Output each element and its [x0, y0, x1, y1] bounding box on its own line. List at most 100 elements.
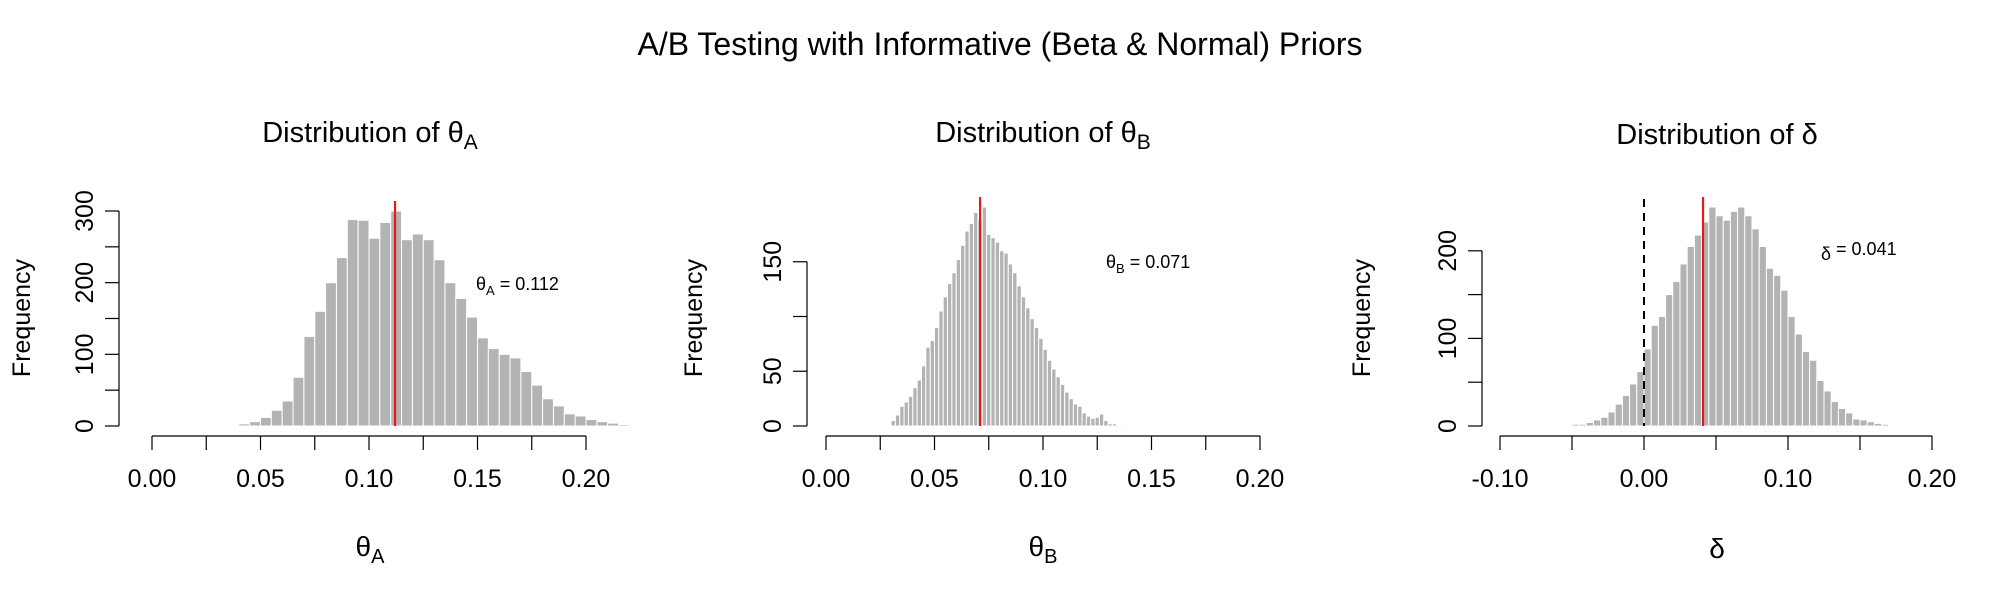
histogram-bar [1773, 274, 1782, 427]
histogram-bar [477, 337, 489, 427]
x-tick-label: 0.20 [1908, 465, 1957, 493]
histogram-bar [498, 353, 511, 427]
histogram-bar [260, 416, 272, 427]
histogram-bar [920, 365, 927, 427]
histogram-bar [270, 409, 283, 427]
histogram-bar [899, 405, 905, 427]
histogram-bar [1571, 423, 1580, 427]
histogram-bar [1672, 280, 1681, 427]
histogram-bar [1020, 296, 1027, 427]
histogram-bar [574, 415, 587, 427]
histogram-bar [903, 401, 909, 427]
panel-title-main: Distribution of δ [1616, 119, 1818, 151]
x-tick-label: 0.00 [802, 465, 851, 493]
mean-annotation-value: = 0.071 [1125, 252, 1191, 272]
panel-title-sub: A [464, 131, 478, 154]
histogram-bar [1665, 294, 1674, 427]
x-tick-label: 0.20 [1236, 465, 1285, 493]
histogram-bar [346, 219, 359, 427]
x-axis-label: θB [1029, 531, 1058, 568]
histogram-bar [973, 211, 979, 427]
histogram-bar [1607, 411, 1616, 427]
x-axis-label-sub: B [1044, 546, 1057, 568]
mean-annotation-sub: A [486, 283, 495, 298]
mean-annotation: θB = 0.071 [1106, 252, 1190, 276]
y-tick-label: 100 [71, 333, 99, 375]
histogram-bar [542, 398, 554, 427]
histogram-bar [1077, 405, 1083, 427]
histogram-bar [1765, 267, 1775, 427]
x-axis: 0.00 0.05 0.10 0.15 0.20 [128, 435, 610, 493]
histogram-bar [1614, 403, 1623, 427]
histogram-bar [1029, 318, 1035, 427]
histogram-bar [1600, 416, 1609, 427]
panel-theta-a: Distribution of θA Frequency θA θA = 0.1… [8, 117, 630, 568]
x-tick-label: -0.10 [1472, 465, 1529, 493]
histogram-bar [1085, 415, 1092, 427]
histogram-bar [1585, 421, 1595, 427]
panel-title: Distribution of θB [935, 117, 1151, 154]
histogram-bar [1643, 348, 1652, 427]
x-axis-label: θA [356, 531, 386, 568]
histogram-bar [401, 239, 413, 427]
histogram-bar [1055, 376, 1061, 427]
panel-title-sub: B [1137, 131, 1151, 154]
histogram-bar [955, 259, 962, 427]
histogram-bar [934, 326, 940, 427]
panel-theta-b: Distribution of θB Frequency θB θB = 0.0… [680, 117, 1284, 568]
mean-annotation-value: = 0.112 [495, 274, 559, 294]
x-tick-label: 0.15 [453, 465, 502, 493]
histogram-bar [1103, 420, 1109, 427]
histogram-bar [1038, 337, 1044, 427]
mean-annotation: θA = 0.112 [476, 274, 559, 298]
histogram-bar [1657, 316, 1667, 427]
histogram-bar [487, 348, 500, 427]
histogram-bar [1007, 263, 1014, 427]
mean-annotation-main: θ [1106, 252, 1116, 272]
mean-annotation-main: δ [1821, 244, 1831, 264]
histogram-bar [986, 233, 992, 427]
x-axis: 0.00 0.05 0.10 0.15 0.20 [802, 435, 1285, 493]
histogram-bar [1012, 272, 1018, 427]
panel-title: Distribution of δ [1616, 119, 1818, 151]
histogram-bar [1801, 351, 1811, 427]
histogram-bar [942, 296, 949, 427]
histogram-bar [1636, 371, 1645, 427]
histogram-bar [1629, 383, 1638, 427]
histogram-bar [1881, 423, 1890, 427]
histogram-bar [960, 244, 966, 427]
histogram-bar [1120, 424, 1126, 427]
histogram-bar [1016, 285, 1022, 427]
histogram-bar [1094, 416, 1100, 427]
histogram-bar [1837, 407, 1847, 427]
histogram-bar [947, 283, 953, 427]
mean-annotation-main: θ [476, 274, 486, 294]
histogram-bar [1593, 419, 1602, 427]
histogram-bar [357, 219, 370, 427]
histogram-bar [1042, 348, 1048, 427]
histogram-bar [1090, 417, 1096, 427]
histogram-bar [1686, 245, 1695, 427]
histogram-bar [1081, 412, 1087, 427]
mean-annotation: δ = 0.041 [1821, 239, 1897, 264]
y-tick-label: 100 [1434, 318, 1462, 360]
histogram-bar [1033, 326, 1040, 427]
histogram-bar [563, 413, 576, 427]
histogram-bar [1116, 424, 1122, 427]
x-axis: -0.10 0.00 0.10 0.20 [1472, 435, 1957, 493]
histogram-bar [607, 422, 620, 427]
histogram-bar [1859, 419, 1868, 427]
histogram-bar [1068, 398, 1074, 427]
histogram-bar [1787, 316, 1796, 427]
histogram-bar [1046, 359, 1053, 427]
x-tick-label: 0.00 [1620, 465, 1669, 493]
y-tick-label: 200 [71, 262, 99, 304]
histogram-bar [907, 395, 914, 427]
histogram-bar [531, 384, 544, 427]
histogram-bar [968, 222, 975, 427]
histogram-bar [1873, 422, 1883, 427]
histogram-bar [281, 400, 294, 427]
histogram-bar [894, 414, 901, 427]
mean-annotation-sub: B [1116, 261, 1125, 276]
histogram-bar [1722, 219, 1731, 427]
